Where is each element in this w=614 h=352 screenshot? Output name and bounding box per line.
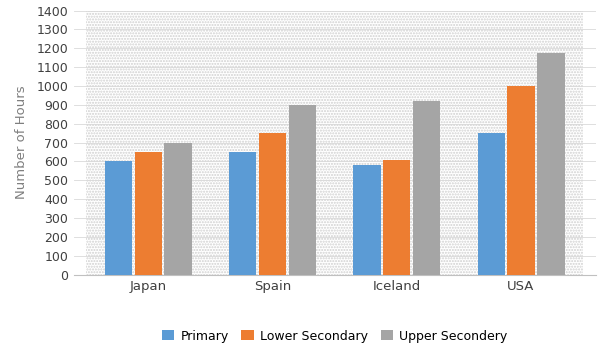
Bar [383,159,410,275]
Bar [507,86,535,275]
Bar [105,162,132,275]
Bar [289,105,316,275]
Bar [353,165,381,275]
Bar [537,53,564,275]
Bar [165,143,192,275]
Bar [413,101,440,275]
Bar [229,152,257,275]
Bar [134,152,162,275]
Bar [478,133,505,275]
Y-axis label: Number of Hours: Number of Hours [15,86,28,199]
Bar [259,133,286,275]
Legend: Primary, Lower Secondary, Upper Secondery: Primary, Lower Secondary, Upper Seconder… [157,325,513,347]
